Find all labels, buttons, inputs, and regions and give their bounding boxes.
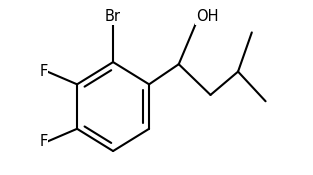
Text: Br: Br bbox=[105, 9, 121, 24]
Text: F: F bbox=[39, 134, 48, 149]
Text: F: F bbox=[39, 64, 48, 79]
Text: OH: OH bbox=[196, 9, 218, 24]
